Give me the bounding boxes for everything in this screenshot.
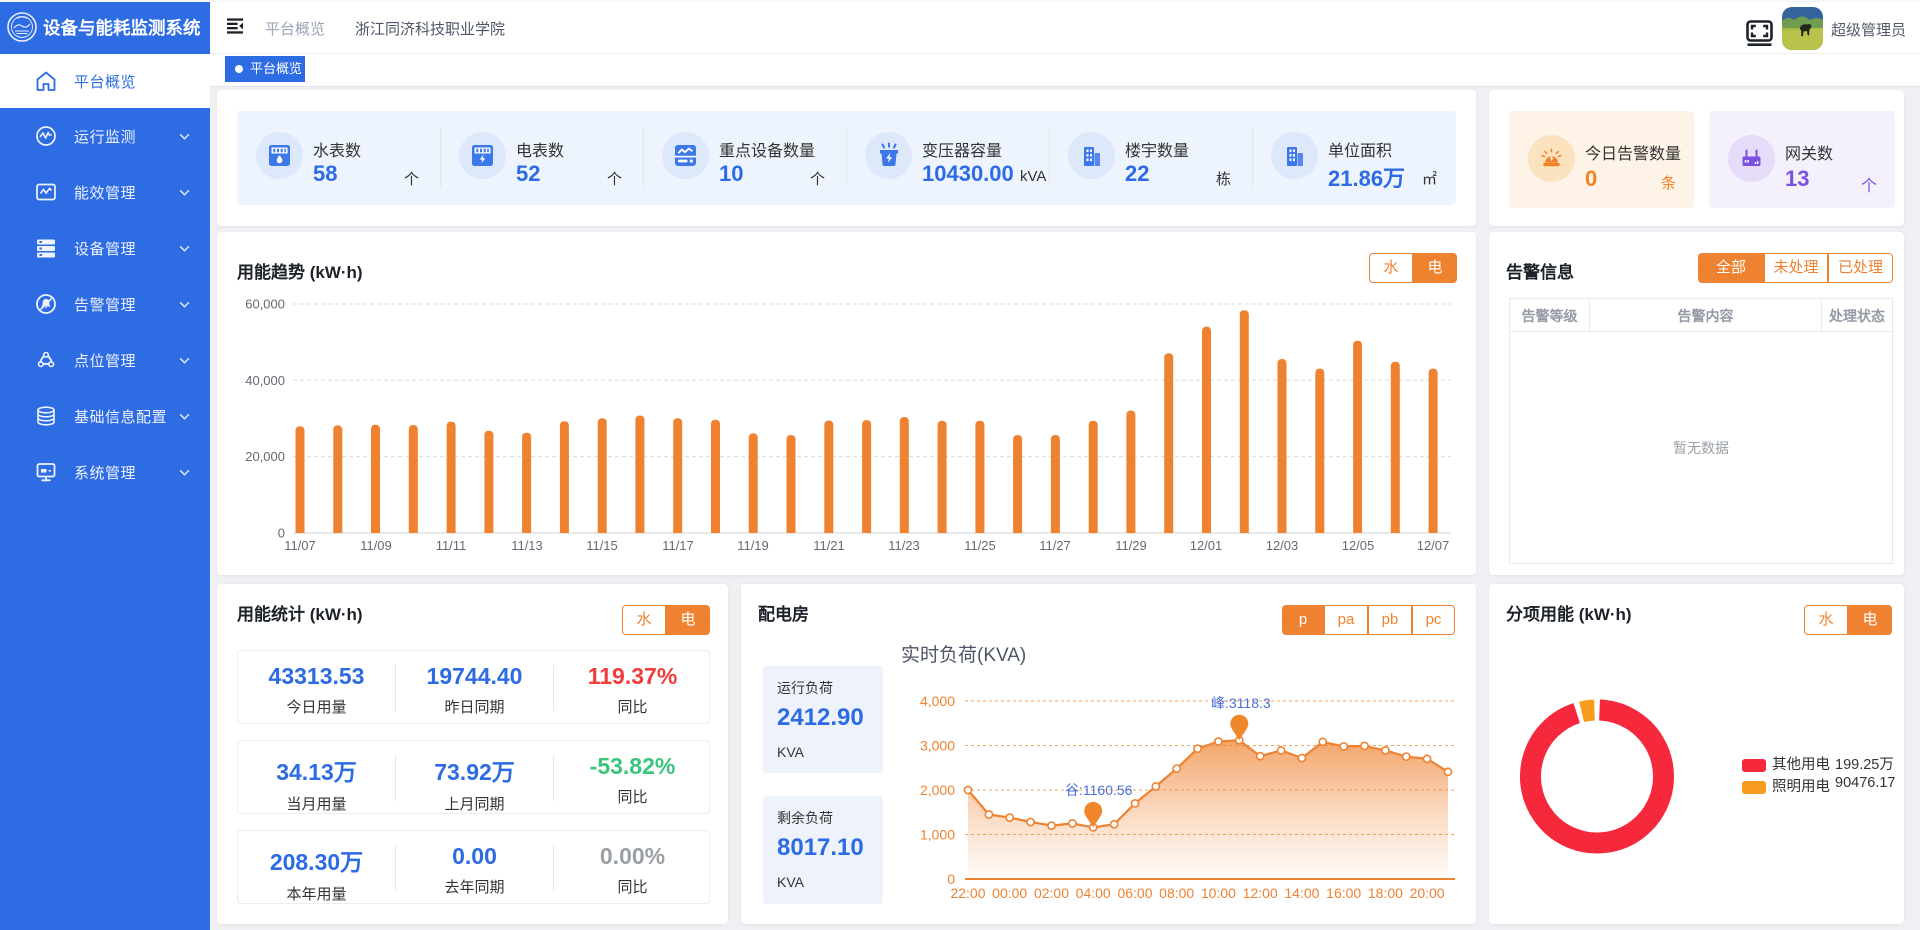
svg-text:20,000: 20,000	[245, 449, 285, 464]
svg-text:11/27: 11/27	[1039, 538, 1071, 553]
svg-text:60,000: 60,000	[245, 297, 285, 312]
svg-text:06:00: 06:00	[1117, 885, 1152, 901]
svg-text:4,000: 4,000	[920, 693, 955, 709]
svg-text:12/07: 12/07	[1417, 538, 1450, 553]
svg-text:00:00: 00:00	[992, 885, 1027, 901]
svg-text:12:00: 12:00	[1243, 885, 1278, 901]
svg-text:11/07: 11/07	[284, 538, 316, 553]
svg-text:11/23: 11/23	[888, 538, 920, 553]
svg-text:11/11: 11/11	[436, 538, 467, 553]
svg-text:11/15: 11/15	[586, 538, 618, 553]
svg-text:3,000: 3,000	[920, 738, 955, 754]
svg-text:0: 0	[947, 871, 955, 887]
svg-text:02:00: 02:00	[1034, 885, 1069, 901]
svg-text:11/13: 11/13	[511, 538, 543, 553]
svg-text:2,000: 2,000	[920, 782, 955, 798]
svg-text:12/01: 12/01	[1190, 538, 1223, 553]
svg-text:12/05: 12/05	[1342, 538, 1375, 553]
svg-text:16:00: 16:00	[1326, 885, 1361, 901]
svg-text:11/09: 11/09	[360, 538, 392, 553]
svg-text:11/25: 11/25	[964, 538, 996, 553]
svg-text:14:00: 14:00	[1284, 885, 1319, 901]
svg-text:峰:3118.3: 峰:3118.3	[1211, 695, 1271, 711]
svg-text:11/29: 11/29	[1115, 538, 1147, 553]
svg-text:20:00: 20:00	[1410, 885, 1445, 901]
svg-text:08:00: 08:00	[1159, 885, 1194, 901]
svg-text:04:00: 04:00	[1076, 885, 1111, 901]
svg-text:11/17: 11/17	[662, 538, 694, 553]
svg-text:0: 0	[278, 526, 285, 541]
svg-text:12/03: 12/03	[1266, 538, 1299, 553]
svg-text:11/19: 11/19	[737, 538, 769, 553]
svg-text:18:00: 18:00	[1368, 885, 1403, 901]
svg-text:1,000: 1,000	[920, 827, 955, 843]
svg-text:谷:1160.56: 谷:1160.56	[1065, 782, 1133, 798]
svg-text:11/21: 11/21	[813, 538, 845, 553]
svg-text:10:00: 10:00	[1201, 885, 1236, 901]
svg-text:40,000: 40,000	[245, 373, 285, 388]
svg-text:22:00: 22:00	[950, 885, 985, 901]
